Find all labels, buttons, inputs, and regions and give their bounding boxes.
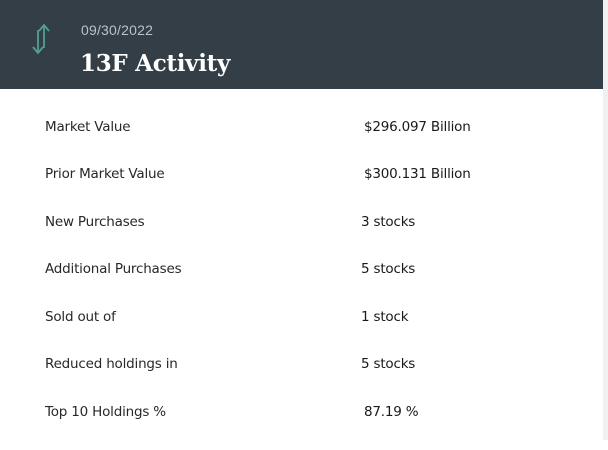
- row-value: 3 stocks: [361, 214, 416, 230]
- scrollbar-track[interactable]: [603, 0, 608, 440]
- row-value: $296.097 Billion: [364, 119, 471, 135]
- row-label: Prior Market Value: [45, 166, 165, 182]
- row-sold-out-of: Sold out of 1 stock: [0, 308, 603, 355]
- row-label: Reduced holdings in: [45, 356, 178, 372]
- row-additional-purchases: Additional Purchases 5 stocks: [0, 260, 603, 307]
- 13f-activity-card: 09/30/2022 13F Activity Market Value $29…: [0, 0, 603, 420]
- up-down-arrows-icon: [30, 22, 52, 56]
- row-market-value: Market Value $296.097 Billion: [0, 118, 603, 165]
- row-label: Additional Purchases: [45, 261, 182, 277]
- row-label: Sold out of: [45, 309, 116, 325]
- card-header: 09/30/2022 13F Activity: [0, 0, 603, 89]
- row-new-purchases: New Purchases 3 stocks: [0, 213, 603, 260]
- row-top-10-holdings: Top 10 Holdings % 87.19 %: [0, 403, 603, 450]
- report-date: 09/30/2022: [81, 22, 154, 38]
- card-title: 13F Activity: [80, 50, 231, 77]
- row-value: $300.131 Billion: [364, 166, 471, 182]
- row-value: 1 stock: [361, 309, 409, 325]
- row-label: Market Value: [45, 119, 131, 135]
- row-value: 5 stocks: [361, 261, 416, 277]
- row-label: New Purchases: [45, 214, 145, 230]
- row-value: 5 stocks: [361, 356, 416, 372]
- row-label: Top 10 Holdings %: [45, 404, 166, 420]
- row-reduced-holdings: Reduced holdings in 5 stocks: [0, 355, 603, 402]
- row-prior-market-value: Prior Market Value $300.131 Billion: [0, 165, 603, 212]
- row-value: 87.19 %: [364, 404, 419, 420]
